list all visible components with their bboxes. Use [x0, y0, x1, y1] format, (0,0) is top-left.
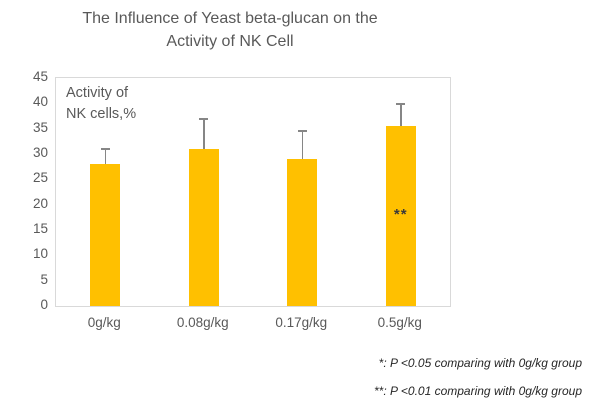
chart-title-line-1: The Influence of Yeast beta-glucan on th…: [82, 10, 378, 27]
error-bar: [400, 103, 402, 127]
bar: [90, 164, 121, 306]
chart-title-line-2: Activity of NK Cell: [166, 33, 294, 50]
y-axis-units-label: Activity of NK cells,%: [66, 83, 136, 125]
error-bar-cap: [297, 130, 307, 133]
y-tick-label: 0: [40, 297, 48, 312]
footnote-p001: **: P <0.01 comparing with 0g/kg group: [373, 384, 582, 398]
significance-marker: **: [393, 205, 408, 223]
y-tick-label: 25: [32, 170, 48, 186]
error-bar: [104, 148, 106, 165]
y-tick-label: 30: [32, 145, 48, 160]
y-tick-label: 20: [32, 195, 48, 211]
error-bar: [301, 131, 303, 160]
x-tick-label: 0.5g/kg: [377, 315, 422, 330]
bar: [385, 126, 416, 306]
y-tick-label: 45: [32, 69, 48, 84]
footnotes: *: P <0.05 comparing with 0g/kg group **…: [374, 349, 582, 400]
y-tick-label: 5: [40, 271, 48, 287]
x-tick-label: 0.08g/kg: [176, 315, 229, 330]
y-axis-units-label-line-2: NK cells,%: [66, 106, 137, 122]
y-tick-label: 40: [32, 94, 48, 110]
bar: [287, 159, 318, 306]
x-tick-label: 0.17g/kg: [275, 315, 328, 330]
error-bar: [203, 118, 205, 149]
y-tick-label: 35: [32, 119, 48, 135]
y-tick-label: 15: [32, 221, 48, 236]
y-axis-units-label-line-1: Activity of: [66, 85, 129, 101]
bar: [188, 148, 219, 306]
error-bar-cap: [100, 147, 110, 150]
y-tick-label: 10: [32, 246, 48, 262]
footnote-p005: *: P <0.05 comparing with 0g/kg group: [378, 356, 582, 370]
error-bar-cap: [199, 117, 209, 120]
error-bar-cap: [396, 102, 406, 105]
chart-title: The Influence of Yeast beta-glucan on th…: [30, 7, 430, 53]
plot-area: Activity of NK cells,% **: [55, 77, 451, 307]
x-tick-label: 0g/kg: [87, 315, 121, 330]
